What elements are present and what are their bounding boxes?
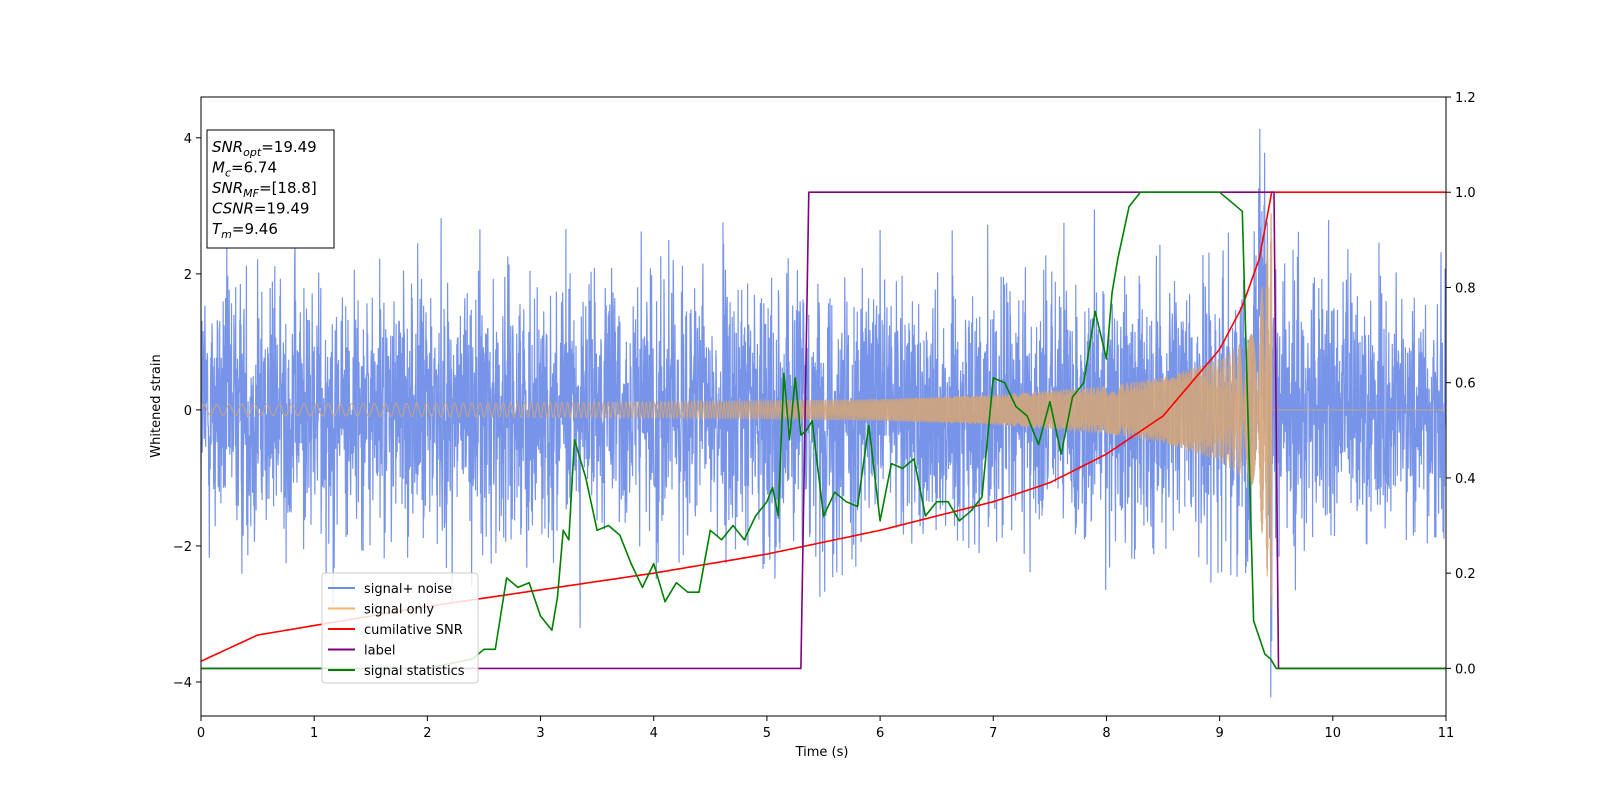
info-line: CSNR=19.49 xyxy=(212,200,309,218)
series-signal-noise xyxy=(201,128,1446,698)
y-left-tick-label: −4 xyxy=(173,676,192,691)
x-axis-label: Time (s) xyxy=(795,745,849,760)
y-axis-label: Whitened strain xyxy=(149,354,164,457)
y-right-tick-label: 0.4 xyxy=(1455,472,1476,487)
legend-frame xyxy=(321,572,479,684)
x-tick-label: 10 xyxy=(1325,726,1342,741)
info-line: Tm=9.46 xyxy=(212,220,278,241)
y-right-tick-label: 1.0 xyxy=(1455,186,1476,201)
x-tick-label: 6 xyxy=(876,726,884,741)
y-left-tick-label: 4 xyxy=(184,132,192,147)
series-signal-only xyxy=(201,213,1446,609)
x-tick-label: 2 xyxy=(423,726,431,741)
axes-ticks: 0 1 2 3 4 5 6 7 8 9 10 11 −4 −2 0 2 4 0.0 0.2 0.4 0.6 0.8 1.0 1… xyxy=(173,91,1476,741)
x-tick-label: 0 xyxy=(197,726,205,741)
legend-label: signal+ noise xyxy=(364,582,452,597)
info-box-frame xyxy=(206,129,335,249)
x-tick-label: 3 xyxy=(536,726,544,741)
info-line: Mc=6.74 xyxy=(212,159,277,180)
legend-label: cumilative SNR xyxy=(364,623,463,638)
y-right-tick-label: 0.8 xyxy=(1455,281,1476,296)
y-right-tick-label: 0.2 xyxy=(1455,567,1476,582)
x-tick-label: 7 xyxy=(989,726,997,741)
x-tick-label: 11 xyxy=(1438,726,1455,741)
legend: signal+ noise signal only cumilative SNR la… xyxy=(321,572,479,684)
legend-label: signal statistics xyxy=(364,664,465,679)
x-tick-label: 9 xyxy=(1215,726,1223,741)
y-left-tick-label: −2 xyxy=(173,540,192,555)
info-box: SNRopt=19.49Mc=6.74SNRMF=[18.8]CSNR=19.4… xyxy=(206,129,335,249)
plot-frame xyxy=(200,96,1447,717)
y-right-tick-label: 1.2 xyxy=(1455,91,1476,106)
x-tick-label: 1 xyxy=(310,726,318,741)
info-line: SNRopt=19.49 xyxy=(212,138,317,159)
legend-label: signal only xyxy=(364,603,434,618)
x-tick-label: 4 xyxy=(650,726,658,741)
legend-label: label xyxy=(364,644,395,659)
series-signal-statistics xyxy=(201,191,1446,670)
y-left-tick-label: 2 xyxy=(184,268,192,283)
y-left-tick-label: 0 xyxy=(184,404,192,419)
x-tick-label: 5 xyxy=(763,726,771,741)
y-right-tick-label: 0.6 xyxy=(1455,377,1476,392)
y-right-tick-label: 0.0 xyxy=(1455,662,1476,677)
info-line: SNRMF=[18.8] xyxy=(212,179,317,200)
x-tick-label: 8 xyxy=(1102,726,1110,741)
